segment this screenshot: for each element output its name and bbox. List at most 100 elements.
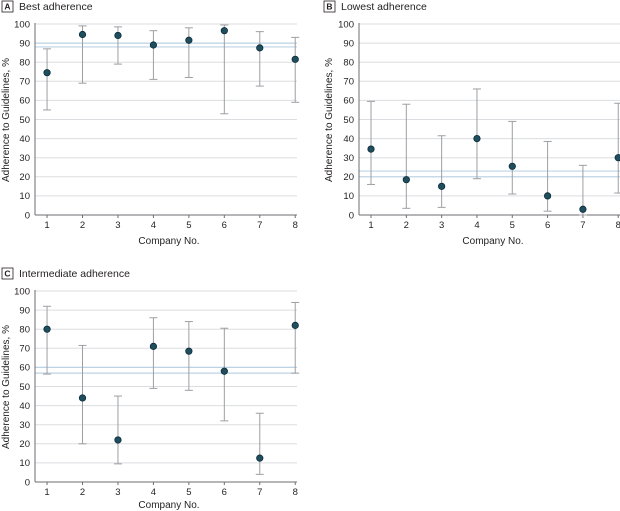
- panel-c-letter: C: [4, 269, 10, 279]
- panel-b-plot: 0 10 20 30 40 50 60 70 80 90 100 1 2 3 4 5 6 7 8: [338, 19, 620, 231]
- panel-c-point-4: [149, 342, 158, 350]
- panel-c-xtick-1: 1: [44, 487, 49, 498]
- panel-a-xtick-5: 5: [186, 220, 191, 231]
- panel-c-ytick-40: 40: [19, 401, 30, 412]
- panel-c-point-3: [114, 436, 122, 444]
- panel-a-errorbar-1: [43, 48, 52, 111]
- panel-c-ytick-50: 50: [19, 382, 30, 393]
- panel-b-ytick-20: 20: [343, 172, 354, 183]
- panel-c-point-1: [43, 325, 51, 333]
- panel-b-point-2: [402, 176, 410, 184]
- panel-c-ytick-30: 30: [19, 420, 30, 431]
- panel-a-ytick-20: 20: [19, 172, 30, 183]
- panel-a-plot: 0 10 20 30 40 50 60 70 80 90 100 1 2 3 4 5 6 7 8: [14, 19, 300, 231]
- panel-b-errorbar-1: [367, 100, 376, 185]
- panel-a-ytick-10: 10: [19, 191, 30, 202]
- panel-a-xtick-4: 4: [151, 220, 156, 231]
- panel-b-ytick-60: 60: [343, 96, 354, 107]
- panel-a-xtick-8: 8: [293, 220, 298, 231]
- panel-a-point-6: [220, 27, 228, 35]
- panel-c-xtick-2: 2: [80, 487, 85, 498]
- panel-a-ylabel: Adherence to Guidelines, %: [1, 58, 12, 182]
- panel-a-point-3: [114, 31, 122, 40]
- panel-b-badge: [323, 0, 336, 13]
- panel-b-ytick-50: 50: [343, 115, 354, 126]
- panel-b-ylabel: Adherence to Guidelines, %: [324, 58, 335, 182]
- panel-c-xlabel: Company No.: [138, 500, 199, 511]
- panel-a-ytick-50: 50: [19, 115, 30, 126]
- panel-b-xtick-1: 1: [368, 220, 373, 231]
- panel-b-ytick-0: 0: [349, 210, 354, 221]
- panel-b-errorbar-2: [402, 103, 411, 209]
- panel-a: A Best adherence Adherence to Guidelines…: [1, 0, 300, 247]
- panel-c-xtick-8: 8: [293, 487, 298, 498]
- panel-c-point-2: [78, 394, 87, 402]
- panel-a-ytick-90: 90: [19, 38, 30, 49]
- panel-a-letter: A: [4, 2, 10, 12]
- panel-a-ytick-100: 100: [14, 19, 30, 30]
- panel-c-point-8: [291, 321, 299, 329]
- panel-c-ytick-90: 90: [19, 305, 30, 316]
- panel-c-errorbar-3: [113, 395, 122, 465]
- panel-c-xtick-3: 3: [115, 487, 120, 498]
- panel-a-point-5: [185, 36, 193, 44]
- panel-a-ytick-80: 80: [19, 58, 30, 69]
- panel-b-xtick-5: 5: [510, 220, 515, 231]
- panel-c-errorbar-5: [184, 321, 193, 391]
- panel-a-point-7: [256, 44, 264, 52]
- panel-a-errorbar-8: [291, 36, 300, 103]
- panel-b-point-5: [508, 162, 516, 170]
- panel-c-badge: [1, 267, 14, 280]
- panel-b-errorbar-5: [508, 120, 517, 195]
- panel-a-xlabel: Company No.: [138, 236, 199, 247]
- panel-c: C Intermediate adherence Adherence to Gu…: [1, 267, 300, 511]
- panel-c-ytick-20: 20: [19, 439, 30, 450]
- panel-c-point-7: [256, 454, 264, 462]
- panel-b-xtick-3: 3: [439, 220, 444, 231]
- panel-c-ylabel: Adherence to Guidelines, %: [1, 325, 12, 449]
- panel-a-ytick-0: 0: [25, 210, 30, 221]
- panel-c-point-6: [220, 367, 228, 375]
- panel-a-xtick-1: 1: [44, 220, 49, 231]
- panel-b-ytick-80: 80: [343, 58, 354, 69]
- panel-a-errorbar-5: [184, 27, 193, 78]
- panel-c-errorbar-7: [255, 412, 264, 475]
- panel-c-xtick-4: 4: [151, 487, 156, 498]
- panel-c-ytick-0: 0: [25, 477, 30, 488]
- panel-a-xtick-7: 7: [257, 220, 262, 231]
- panel-c-errorbar-1: [43, 305, 52, 375]
- panel-c-ytick-60: 60: [19, 363, 30, 374]
- panel-c-errorbar-8: [291, 301, 300, 374]
- panel-c-ytick-100: 100: [14, 286, 30, 297]
- panel-a-badge: [1, 0, 14, 13]
- panel-a-point-4: [149, 41, 158, 49]
- panel-c-xtick-7: 7: [257, 487, 262, 498]
- panel-c-xtick-6: 6: [222, 487, 227, 498]
- panel-b-title: Lowest adherence: [341, 1, 427, 13]
- panel-b-errorbar-4: [472, 88, 481, 180]
- panel-c-point-5: [185, 347, 193, 355]
- panel-a-errorbar-7: [255, 31, 264, 87]
- panel-c-title: Intermediate adherence: [19, 268, 130, 280]
- panel-b-xtick-8: 8: [616, 220, 620, 231]
- panel-b-letter: B: [326, 2, 332, 12]
- panel-c-errorbar-4: [149, 317, 158, 389]
- panel-a-point-2: [78, 30, 87, 39]
- panel-c-ytick-10: 10: [19, 458, 30, 469]
- panel-a-point-1: [43, 69, 51, 77]
- panel-a-ytick-60: 60: [19, 96, 30, 107]
- panel-a-point-8: [291, 55, 299, 63]
- panel-b-ytick-100: 100: [338, 19, 354, 30]
- panel-b-ytick-90: 90: [343, 38, 354, 49]
- panel-b-point-4: [473, 135, 481, 143]
- panel-c-ytick-70: 70: [19, 344, 30, 355]
- panel-b-ytick-40: 40: [343, 134, 354, 145]
- panel-a-errorbar-6: [220, 24, 229, 115]
- panel-a-ytick-70: 70: [19, 77, 30, 88]
- panel-a-xtick-3: 3: [115, 220, 120, 231]
- panel-b-xtick-2: 2: [404, 220, 409, 231]
- panel-b-point-7: [579, 205, 587, 213]
- panel-c-xtick-5: 5: [186, 487, 191, 498]
- panel-a-xtick-6: 6: [222, 220, 227, 231]
